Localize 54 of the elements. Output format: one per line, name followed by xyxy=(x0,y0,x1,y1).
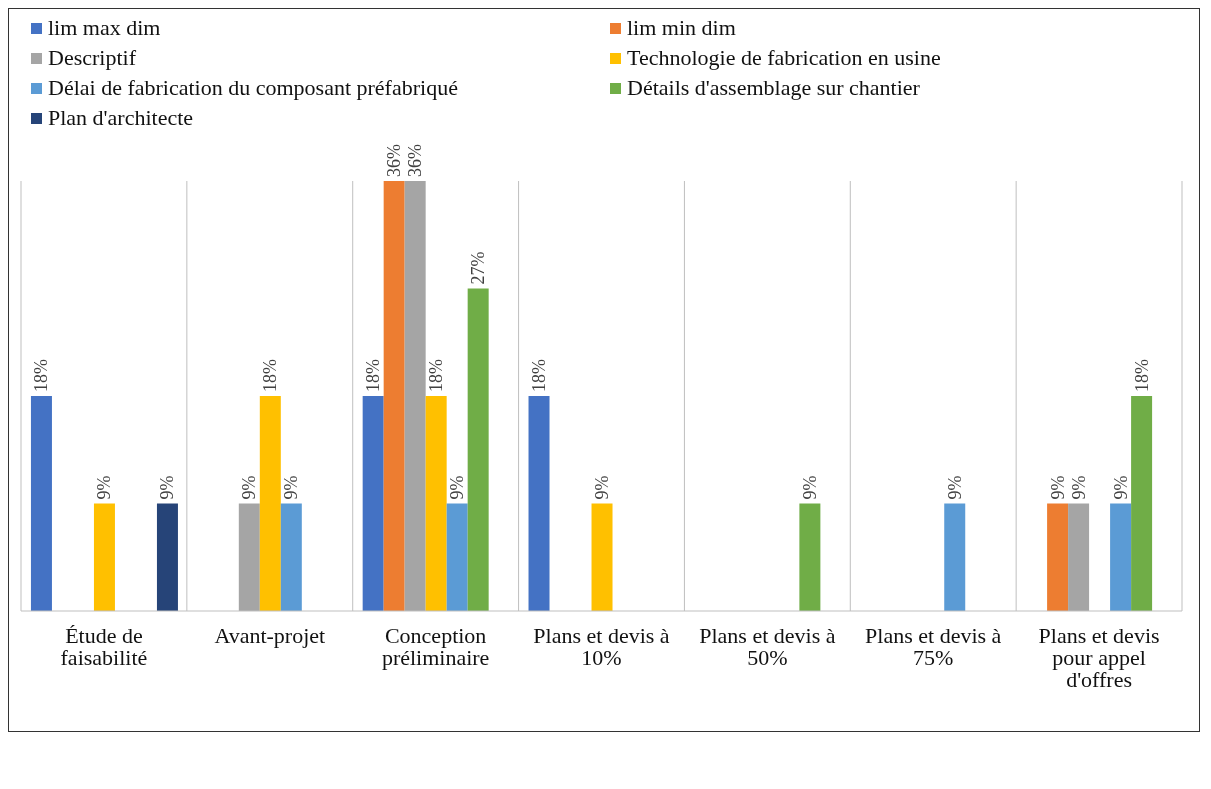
legend-label: Technologie de fabrication en usine xyxy=(627,45,941,71)
data-label: 18% xyxy=(1131,359,1152,392)
data-label: 9% xyxy=(94,475,115,500)
bar xyxy=(799,503,821,611)
data-label: 9% xyxy=(281,475,302,500)
bar xyxy=(944,503,966,611)
x-tick-label: Plans et devis pour appel d'offres xyxy=(1038,622,1160,692)
x-tick-label: Plans et devis à 10% xyxy=(533,622,670,670)
data-label: 9% xyxy=(1068,475,1089,500)
data-label: 18% xyxy=(363,359,384,392)
data-label: 9% xyxy=(1110,475,1131,500)
bar xyxy=(1068,503,1090,611)
x-tick-label: Plans et devis à 50% xyxy=(699,622,836,670)
bar xyxy=(1131,396,1153,611)
data-label: 27% xyxy=(468,251,489,285)
bar xyxy=(404,181,426,611)
data-label: 9% xyxy=(447,475,468,500)
data-label: 9% xyxy=(944,475,965,500)
legend-label: lim min dim xyxy=(627,15,736,41)
data-label: 9% xyxy=(239,475,260,500)
data-label: 18% xyxy=(529,359,550,392)
legend-label: Détails d'assemblage sur chantier xyxy=(627,75,920,101)
data-label: 9% xyxy=(799,475,820,500)
data-label: 36% xyxy=(384,144,405,177)
data-label: 18% xyxy=(31,359,52,392)
legend-label: Descriptif xyxy=(48,45,136,71)
data-label: 18% xyxy=(426,359,447,392)
bar xyxy=(383,181,405,611)
x-tick-label: Plans et devis à 75% xyxy=(865,622,1002,670)
data-label: 9% xyxy=(157,475,178,500)
x-tick-label: Étude de faisabilité xyxy=(60,622,148,670)
bar xyxy=(280,503,302,611)
bar xyxy=(446,503,468,611)
bar xyxy=(425,396,447,611)
bar xyxy=(1110,503,1132,611)
legend-label: Délai de fabrication du composant préfabriqué xyxy=(48,75,458,101)
data-label: 9% xyxy=(592,475,613,500)
legend-label: Plan d'architecte xyxy=(48,105,194,131)
legend-label: lim max dim xyxy=(48,15,161,41)
bar xyxy=(591,503,613,611)
x-tick-label: Conception préliminaire xyxy=(381,622,490,670)
bar xyxy=(467,288,489,611)
data-label: 18% xyxy=(260,359,281,392)
data-label: 9% xyxy=(1047,475,1068,500)
bar xyxy=(259,396,281,611)
bar xyxy=(156,503,178,611)
bar xyxy=(93,503,115,611)
bar xyxy=(528,396,550,611)
bar xyxy=(30,396,52,611)
data-label: 36% xyxy=(405,144,426,177)
bar xyxy=(1047,503,1069,611)
x-tick-label: Avant-projet xyxy=(214,622,326,648)
bar xyxy=(238,503,260,611)
bar xyxy=(362,396,384,611)
